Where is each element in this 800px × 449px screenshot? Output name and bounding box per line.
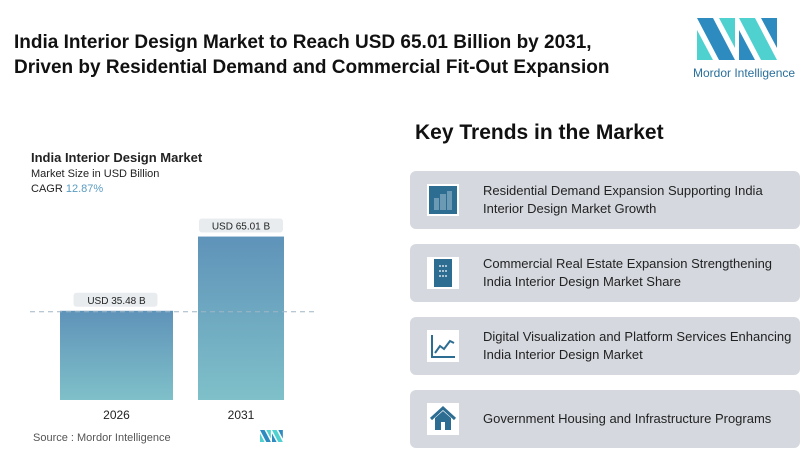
title-line-2: Driven by Residential Demand and Commerc… [14,57,610,78]
trend-card: Government Housing and Infrastructure Pr… [410,390,800,448]
data-label-bg [73,292,158,307]
bar-chart: USD 35.48 B 2026 USD 65.01 B 2031 [30,218,315,422]
cagr-label: CAGR [31,183,63,195]
trend-card: Commercial Real Estate Expansion Strengt… [410,244,800,302]
bar-2026 [60,310,173,400]
trend-card: Residential Demand Expansion Supporting … [410,171,800,229]
office-building-icon [434,259,452,287]
trend-card: Digital Visualization and Platform Servi… [410,317,800,375]
buildings-icon [429,186,457,214]
bar-2031 [198,236,284,400]
title-line-1: India Interior Design Market to Reach US… [14,32,592,53]
house-icon [429,405,457,433]
cagr: CAGR 12.87% [31,183,103,195]
trend-label: Commercial Real Estate Expansion Strengt… [483,256,773,289]
trend-label: Government Housing and Infrastructure Pr… [483,411,772,426]
data-label: USD 65.01 B [212,222,271,233]
trend-label: Residential Demand Expansion Supporting … [483,183,763,216]
source: Source : Mordor Intelligence [33,432,171,444]
mini-logo-icon [260,430,283,442]
x-tick-label: 2026 [103,408,130,422]
page-title: India Interior Design Market to Reach US… [14,30,609,80]
trend-label: Digital Visualization and Platform Servi… [483,329,792,362]
chart-title: India Interior Design Market [31,150,203,165]
data-label-bg [199,218,283,233]
cagr-value: 12.87% [65,183,104,195]
logo-text: Mordor Intelligence [693,66,796,80]
line-chart-icon [429,332,457,360]
x-tick-label: 2031 [228,408,255,422]
trends-title: Key Trends in the Market [415,121,664,144]
mordor-logo-icon [697,18,777,60]
chart-subtitle: Market Size in USD Billion [31,168,160,180]
data-label: USD 35.48 B [87,296,146,307]
